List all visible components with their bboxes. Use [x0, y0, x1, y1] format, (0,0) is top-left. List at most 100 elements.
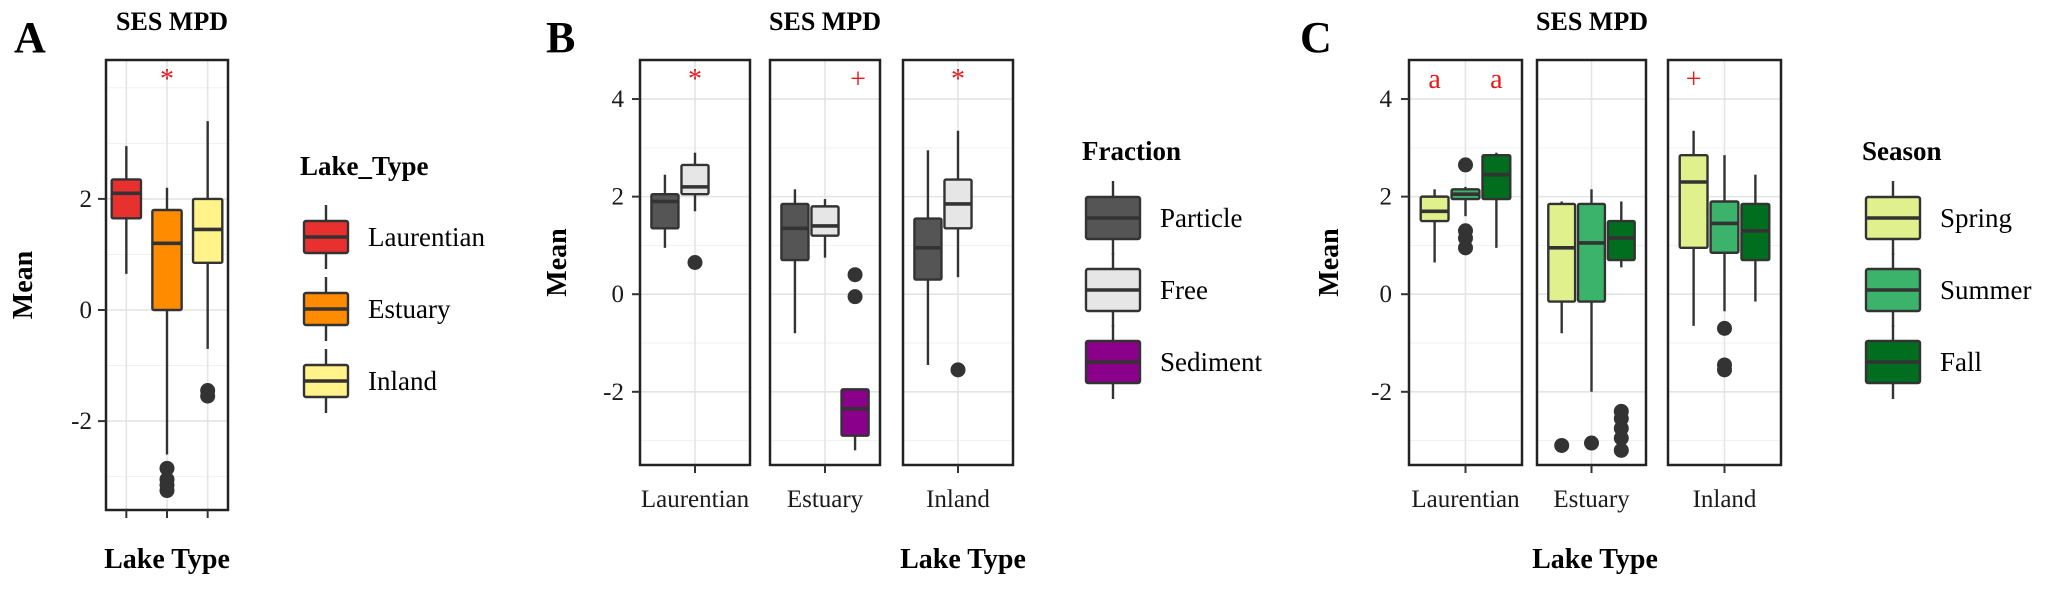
box-iqr	[1419, 195, 1450, 223]
x-tick-label: Laurentian	[1411, 486, 1520, 513]
legend-title: Fraction	[1082, 136, 1181, 166]
legend-item: Fall	[1864, 325, 1982, 399]
x-axis-label: Lake Type	[1532, 544, 1658, 575]
box-iqr	[1481, 153, 1512, 201]
panel-A: A SES MPD -2 0 2 Lake Type Mean * Lake_Type Laure…	[8, 7, 485, 575]
y-axis-label: Mean	[8, 250, 39, 319]
outlier-point	[847, 289, 863, 305]
significance-annotation: *	[160, 64, 174, 95]
legend-title: Lake_Type	[300, 151, 429, 181]
outlier-point	[1717, 362, 1732, 378]
legend-item: Laurentian	[302, 205, 485, 269]
facet-panel	[1407, 58, 1524, 467]
legend-item: Summer	[1864, 253, 2032, 327]
boxplot	[650, 174, 680, 248]
box-iqr	[680, 163, 710, 196]
outlier-point	[1613, 442, 1629, 458]
box-iqr	[1678, 153, 1709, 250]
legend-item: Sediment	[1084, 325, 1262, 399]
box-iqr	[110, 178, 143, 220]
boxplot	[1481, 152, 1512, 248]
outlier-point	[1554, 437, 1570, 453]
legend-item: Estuary	[302, 277, 451, 341]
y-tick-label: -2	[603, 379, 624, 406]
boxplot	[840, 267, 870, 451]
boxplot	[1576, 189, 1607, 451]
legend: Season Spring Summer Fall	[1862, 136, 2032, 399]
y-tick-label: 4	[612, 86, 625, 113]
x-tick-label: Inland	[926, 486, 990, 513]
legend-item: Spring	[1864, 181, 2012, 255]
legend-item: Free	[1084, 253, 1208, 327]
legend-title: Season	[1862, 136, 1942, 166]
boxplot	[1547, 201, 1577, 453]
boxplot	[943, 130, 973, 378]
boxplot	[1450, 157, 1481, 256]
outlier-point	[1458, 240, 1473, 256]
legend: Lake_Type Laurentian Estuary Inland	[300, 151, 485, 413]
y-axis-label: Mean	[542, 228, 573, 297]
outlier-point	[1717, 320, 1732, 336]
box-iqr	[840, 388, 870, 437]
significance-annotation: +	[850, 64, 866, 95]
y-tick-label: 2	[80, 186, 93, 213]
x-tick-label: Inland	[1693, 486, 1757, 513]
outlier-point	[159, 483, 175, 499]
legend-item: Inland	[302, 349, 437, 413]
outlier-point	[950, 362, 966, 378]
box-iqr	[1576, 202, 1607, 303]
y-tick-label: 0	[80, 297, 93, 324]
outlier-point	[1613, 430, 1629, 446]
legend-label: Particle	[1160, 203, 1242, 233]
panel-C: C SES MPD -2 0 2 4 Laurentian Estuary Inland Lake…	[1300, 7, 2032, 575]
boxplot	[151, 187, 183, 499]
y-tick-label: -2	[71, 408, 92, 435]
significance-annotation: a	[1428, 64, 1441, 95]
y-axis-label: Mean	[1314, 228, 1345, 297]
significance-annotation: +	[1686, 64, 1702, 95]
legend-label: Inland	[368, 366, 437, 396]
boxplot	[680, 152, 710, 270]
y-tick-label: 0	[612, 281, 625, 308]
panel-letter: A	[14, 13, 46, 62]
panel-letter: B	[546, 13, 575, 62]
boxplot	[913, 150, 943, 365]
legend-label: Fall	[1940, 347, 1982, 377]
boxplot	[191, 121, 224, 404]
boxplot	[1678, 130, 1709, 326]
legend-label: Sediment	[1160, 347, 1262, 377]
panel-B: B SES MPD -2 0 2 4 Laurentian Estuary Inland Lake…	[542, 7, 1262, 575]
chart-title: SES MPD	[116, 7, 228, 36]
legend-label: Free	[1160, 275, 1208, 305]
chart-title: SES MPD	[1536, 7, 1648, 36]
y-tick-label: -2	[1371, 379, 1392, 406]
x-tick-label: Estuary	[1553, 486, 1630, 513]
outlier-point	[847, 267, 863, 283]
box-iqr	[1709, 200, 1740, 254]
boxplot	[780, 189, 810, 334]
boxplot	[1709, 155, 1740, 378]
x-tick-label: Estuary	[787, 486, 864, 513]
y-tick-label: 2	[612, 184, 625, 211]
legend: Fraction Particle Free Sediment	[1082, 136, 1262, 399]
significance-annotation: *	[951, 64, 965, 95]
outlier-point	[1458, 157, 1473, 173]
y-tick-label: 4	[1380, 86, 1393, 113]
legend-item: Particle	[1084, 181, 1242, 255]
x-axis-label: Lake Type	[900, 544, 1026, 575]
legend-label: Spring	[1940, 203, 2012, 233]
significance-annotation: *	[688, 64, 702, 95]
outlier-point	[200, 388, 216, 404]
boxplot	[1606, 201, 1636, 458]
boxplot	[810, 199, 840, 258]
y-tick-label: 2	[1380, 184, 1393, 211]
box-iqr	[810, 205, 840, 237]
boxplot	[1419, 189, 1450, 263]
y-tick-label: 0	[1380, 281, 1393, 308]
significance-annotation: a	[1490, 64, 1503, 95]
boxplot	[1740, 174, 1771, 302]
box-iqr	[151, 208, 183, 312]
box-iqr	[1606, 219, 1636, 262]
x-axis-label: Lake Type	[104, 544, 230, 575]
